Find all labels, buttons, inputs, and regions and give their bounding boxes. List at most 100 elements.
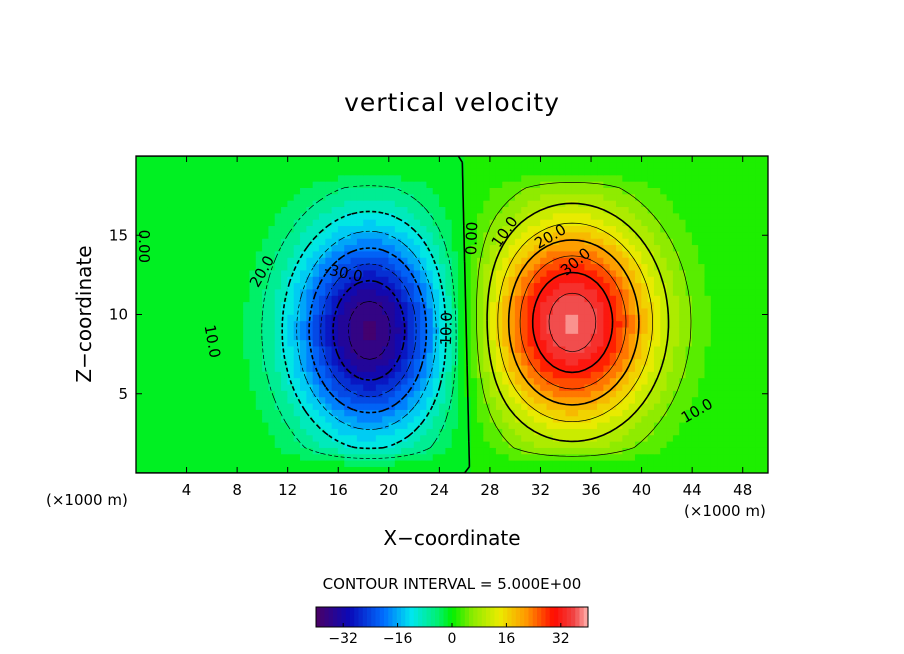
field-cell [173,326,181,334]
field-cell [552,396,560,404]
field-cell [293,409,301,417]
field-cell [672,193,680,201]
field-cell [552,402,560,410]
field-cell [616,383,623,391]
field-cell [154,466,162,473]
field-cell [325,421,333,429]
field-cell [717,156,725,163]
field-cell [533,301,541,309]
field-cell [495,238,503,246]
field-cell [603,174,611,182]
field-cell [331,441,339,448]
field-cell [710,301,718,309]
field-cell [300,250,307,258]
field-cell [331,447,339,455]
field-cell [363,333,371,341]
field-cell [546,200,554,208]
field-cell [281,358,288,366]
field-cell [274,187,282,195]
field-cell [616,301,623,309]
field-cell [476,333,484,341]
field-cell [236,358,244,366]
field-cell [318,288,326,296]
field-cell [514,244,522,252]
field-cell [616,434,623,442]
field-cell [274,257,282,265]
field-cell [198,339,206,347]
field-cell [363,174,371,182]
field-cell [312,276,320,284]
field-cell [584,269,592,277]
field-cell [325,460,333,467]
field-cell [609,288,617,296]
field-cell [597,326,604,334]
field-cell [142,257,149,265]
field-cell [698,276,706,284]
field-cell [660,371,668,379]
field-cell [318,345,326,353]
field-cell [704,156,712,163]
field-cell [451,383,459,391]
field-cell [458,421,465,429]
field-cell [533,441,541,448]
field-cell [312,219,320,227]
field-cell [439,409,446,417]
field-cell [552,428,560,436]
field-cell [641,263,649,271]
field-cell [761,409,768,417]
field-cell [363,282,371,290]
field-cell [653,333,661,341]
field-cell [363,269,371,277]
field-cell [672,162,680,169]
field-cell [394,371,402,379]
field-cell [198,466,206,473]
field-cell [597,200,604,208]
field-cell [375,314,383,322]
field-cell [755,383,762,391]
field-cell [451,453,459,461]
field-cell [616,428,623,436]
field-cell [344,295,352,303]
field-cell [179,212,187,220]
field-cell [268,307,276,315]
field-cell [489,181,497,188]
field-cell [476,282,484,290]
field-cell [249,168,257,176]
field-cell [331,156,339,163]
field-cell [672,250,680,258]
field-cell [729,383,737,391]
field-cell [653,415,661,423]
field-cell [154,225,162,233]
field-cell [666,441,674,448]
field-cell [192,206,200,214]
field-cell [647,383,655,391]
field-cell [742,314,750,322]
field-cell [458,402,465,410]
field-cell [148,326,156,334]
field-cell [281,371,288,379]
field-cell [476,295,484,303]
field-cell [274,156,282,163]
field-cell [451,409,459,417]
field-cell [647,276,655,284]
field-cell [666,288,674,296]
field-cell [590,371,598,379]
field-cell [382,181,390,188]
field-cell [691,181,699,188]
field-cell [495,352,503,360]
field-cell [274,193,282,201]
field-cell [407,396,415,404]
field-cell [167,352,175,360]
field-cell [729,244,737,252]
field-cell [514,162,522,169]
field-cell [552,174,560,182]
field-cell [173,263,181,271]
field-cell [230,364,238,372]
field-cell [318,434,326,442]
field-cell [603,238,611,246]
field-cell [653,269,661,277]
field-cell [179,441,187,448]
field-cell [388,288,396,296]
field-cell [344,257,352,265]
field-cell [420,250,428,258]
